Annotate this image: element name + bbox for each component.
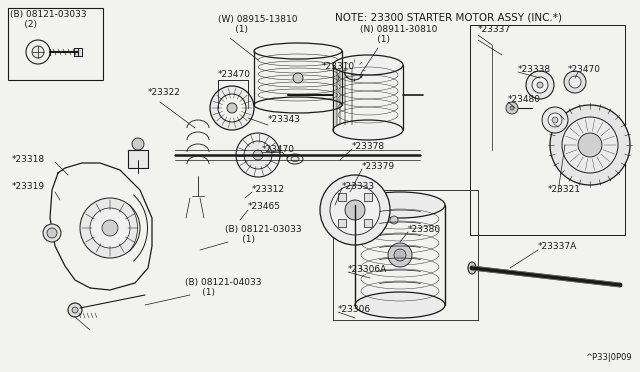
Text: *23337A: *23337A <box>538 242 577 251</box>
Bar <box>364 219 372 227</box>
Ellipse shape <box>468 262 476 274</box>
Circle shape <box>344 60 364 80</box>
Ellipse shape <box>355 292 445 318</box>
Text: *23306A: *23306A <box>348 265 387 274</box>
Text: *23310: *23310 <box>322 62 355 71</box>
Circle shape <box>293 73 303 83</box>
Circle shape <box>349 65 359 75</box>
Circle shape <box>90 208 130 248</box>
Circle shape <box>562 117 618 173</box>
Text: (N) 08911-30810
      (1): (N) 08911-30810 (1) <box>360 25 437 44</box>
Text: *23337: *23337 <box>478 25 511 34</box>
Text: *23470: *23470 <box>262 145 295 154</box>
Circle shape <box>548 113 562 127</box>
Circle shape <box>80 198 140 258</box>
Text: *23380: *23380 <box>408 225 441 234</box>
Circle shape <box>210 86 254 130</box>
Ellipse shape <box>254 97 342 113</box>
Text: *23379: *23379 <box>362 162 395 171</box>
Text: NOTE: 23300 STARTER MOTOR ASSY (INC.*): NOTE: 23300 STARTER MOTOR ASSY (INC.*) <box>335 12 562 22</box>
Bar <box>218 80 248 102</box>
Text: *23333: *23333 <box>342 182 375 191</box>
Circle shape <box>542 107 568 133</box>
Text: *23321: *23321 <box>548 185 581 194</box>
Text: ^P33|0P09: ^P33|0P09 <box>586 353 632 362</box>
Circle shape <box>550 105 630 185</box>
Bar <box>333 190 478 320</box>
Ellipse shape <box>254 43 342 59</box>
Ellipse shape <box>355 192 445 218</box>
Circle shape <box>43 224 61 242</box>
Bar <box>8 8 103 80</box>
Circle shape <box>26 40 50 64</box>
Ellipse shape <box>333 120 403 140</box>
Circle shape <box>132 138 144 150</box>
Text: *23318: *23318 <box>12 155 45 164</box>
Circle shape <box>227 103 237 113</box>
Bar <box>364 193 372 201</box>
Text: (W) 08915-13810
      (1): (W) 08915-13810 (1) <box>218 15 298 34</box>
Text: (B) 08121-03033
     (2): (B) 08121-03033 (2) <box>10 10 86 29</box>
Text: *23480: *23480 <box>508 95 541 104</box>
Bar <box>74 48 82 56</box>
Circle shape <box>218 94 246 122</box>
Text: *23312: *23312 <box>252 185 285 194</box>
Circle shape <box>506 102 518 114</box>
Circle shape <box>394 249 406 261</box>
Circle shape <box>345 200 365 220</box>
Circle shape <box>72 307 78 313</box>
Bar <box>470 25 625 235</box>
Text: *23470: *23470 <box>568 65 601 74</box>
Bar <box>339 219 346 227</box>
Text: *23465: *23465 <box>248 202 281 211</box>
Circle shape <box>552 117 558 123</box>
Circle shape <box>569 76 581 88</box>
Bar <box>128 150 148 168</box>
Text: (B) 08121-04033
      (1): (B) 08121-04033 (1) <box>185 278 262 297</box>
Circle shape <box>47 228 57 238</box>
Circle shape <box>532 77 548 93</box>
Circle shape <box>578 133 602 157</box>
Circle shape <box>68 303 82 317</box>
Circle shape <box>253 150 263 160</box>
Circle shape <box>390 216 398 224</box>
Circle shape <box>32 46 44 58</box>
Text: (B) 08121-03033
      (1): (B) 08121-03033 (1) <box>225 225 301 244</box>
Circle shape <box>330 185 380 235</box>
Circle shape <box>236 133 280 177</box>
Ellipse shape <box>291 157 299 161</box>
Text: *23378: *23378 <box>352 142 385 151</box>
Circle shape <box>244 141 272 169</box>
Circle shape <box>388 243 412 267</box>
Circle shape <box>320 175 390 245</box>
Circle shape <box>526 71 554 99</box>
Text: *23319: *23319 <box>12 182 45 191</box>
Text: *23343: *23343 <box>268 115 301 124</box>
Ellipse shape <box>287 154 303 164</box>
Circle shape <box>564 71 586 93</box>
Text: *23470: *23470 <box>218 70 251 79</box>
Text: *23338: *23338 <box>518 65 551 74</box>
Bar <box>339 193 346 201</box>
Text: *23322: *23322 <box>148 88 181 97</box>
Circle shape <box>537 82 543 88</box>
Circle shape <box>510 106 514 110</box>
Ellipse shape <box>333 55 403 75</box>
Circle shape <box>102 220 118 236</box>
Text: *23306: *23306 <box>338 305 371 314</box>
